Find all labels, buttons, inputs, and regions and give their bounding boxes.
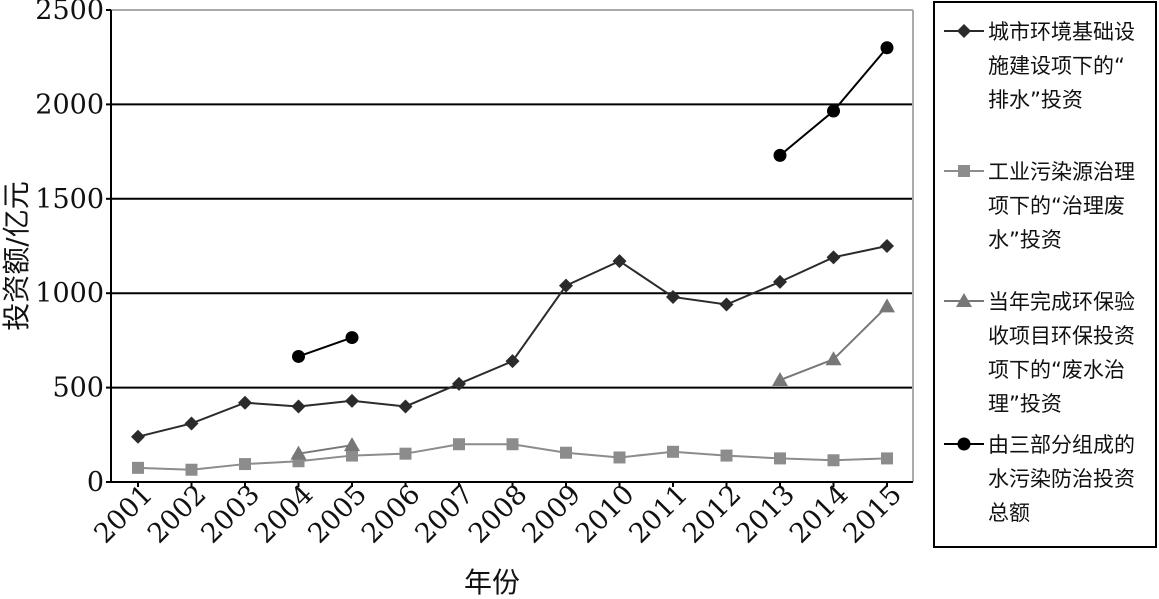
x-tick-label: 2012 <box>677 479 748 550</box>
x-tick-label: 2002 <box>142 479 213 550</box>
data-point <box>773 148 787 162</box>
series-2 <box>132 438 893 476</box>
legend-label: 总额 <box>988 501 1030 525</box>
x-tick-label: 2011 <box>623 479 694 550</box>
data-point <box>773 274 787 289</box>
legend-label: 排水”投资 <box>988 88 1083 112</box>
data-point <box>505 354 520 369</box>
x-tick-label: 2009 <box>516 479 587 550</box>
data-point <box>291 399 306 414</box>
series-line <box>779 47 888 157</box>
legend-label: 理”投资 <box>988 392 1062 416</box>
data-point <box>881 452 893 465</box>
data-point <box>290 445 307 460</box>
y-tick-label: 2000 <box>35 89 104 120</box>
data-point <box>344 437 360 452</box>
data-point <box>613 451 626 464</box>
legend-label: 当年完成环保验 <box>988 290 1135 314</box>
y-tick-label: 1000 <box>35 278 104 309</box>
data-point <box>879 298 895 313</box>
y-axis-title: 投资额/亿元 <box>0 181 33 330</box>
data-point <box>560 446 572 459</box>
data-point <box>346 449 358 462</box>
data-point <box>827 104 840 118</box>
data-point <box>238 395 252 410</box>
series-line <box>298 336 353 358</box>
data-point <box>667 445 679 458</box>
legend-label: 收项目环保投资 <box>988 324 1135 348</box>
data-point <box>292 349 305 363</box>
data-point <box>452 376 466 391</box>
gridlines <box>111 103 913 389</box>
y-tick-label: 500 <box>52 373 104 404</box>
data-point <box>559 278 573 293</box>
data-point <box>827 454 840 467</box>
data-point <box>131 429 145 444</box>
data-point <box>880 239 894 253</box>
legend-label: 城市环境基础设 <box>988 20 1135 44</box>
legend-label: 工业污染源治理 <box>988 160 1135 184</box>
series-3 <box>290 298 895 460</box>
data-point <box>880 41 894 55</box>
data-point <box>345 393 359 408</box>
data-point <box>774 452 786 465</box>
data-point <box>398 399 413 414</box>
x-tick-label: 2015 <box>837 479 908 550</box>
x-tick-label: 2007 <box>409 479 480 550</box>
legend-label: 水污染防治投资 <box>988 467 1135 491</box>
x-tick-label: 2004 <box>249 479 320 550</box>
series-line <box>298 444 353 455</box>
data-point <box>720 449 733 462</box>
y-tick-label: 1500 <box>35 184 104 215</box>
legend-marker <box>957 24 971 38</box>
legend-label: 施建设项下的“ <box>988 54 1125 78</box>
data-point <box>345 331 359 345</box>
x-axis-title: 年份 <box>464 566 520 599</box>
legend-label: 项下的“治理废 <box>988 194 1125 218</box>
series-layer <box>131 41 895 476</box>
x-tick-label: 2010 <box>570 479 641 550</box>
data-point <box>825 351 842 366</box>
x-tick-label: 2008 <box>463 479 534 550</box>
legend-box <box>933 1 1157 548</box>
data-point <box>506 438 519 451</box>
y-tick-label: 2500 <box>35 0 104 26</box>
data-point <box>826 250 841 265</box>
legend-marker <box>957 437 971 451</box>
x-tick-label: 2003 <box>195 479 266 550</box>
legend-label: 项下的“废水治 <box>988 358 1125 382</box>
y-axis-ticks: 0 500 1000 1500 2000 2500 <box>35 0 111 498</box>
legend-marker <box>956 293 972 307</box>
legend-marker <box>958 165 970 177</box>
x-tick-label: 2005 <box>302 479 373 550</box>
data-point <box>184 416 199 431</box>
data-point <box>612 254 627 269</box>
legend-label: 水”投资 <box>988 228 1062 252</box>
plot-frame <box>110 9 914 483</box>
series-line <box>137 245 888 438</box>
data-point <box>772 372 788 387</box>
data-point <box>239 458 251 471</box>
data-point <box>185 463 198 476</box>
data-point <box>399 447 412 460</box>
series-4 <box>292 41 894 363</box>
x-tick-label: 2013 <box>730 479 801 550</box>
data-point <box>132 461 144 474</box>
x-axis-ticks: 2001200220032004200520062007200820092010… <box>88 479 908 550</box>
legend-label: 由三部分组成的 <box>988 433 1135 457</box>
data-point <box>666 289 680 304</box>
series-line <box>779 305 888 381</box>
series-1 <box>131 239 894 444</box>
x-tick-label: 2006 <box>356 479 427 550</box>
x-tick-label: 2014 <box>784 479 855 550</box>
data-point <box>453 438 465 451</box>
data-point <box>719 297 734 312</box>
y-tick-label: 0 <box>87 467 104 498</box>
